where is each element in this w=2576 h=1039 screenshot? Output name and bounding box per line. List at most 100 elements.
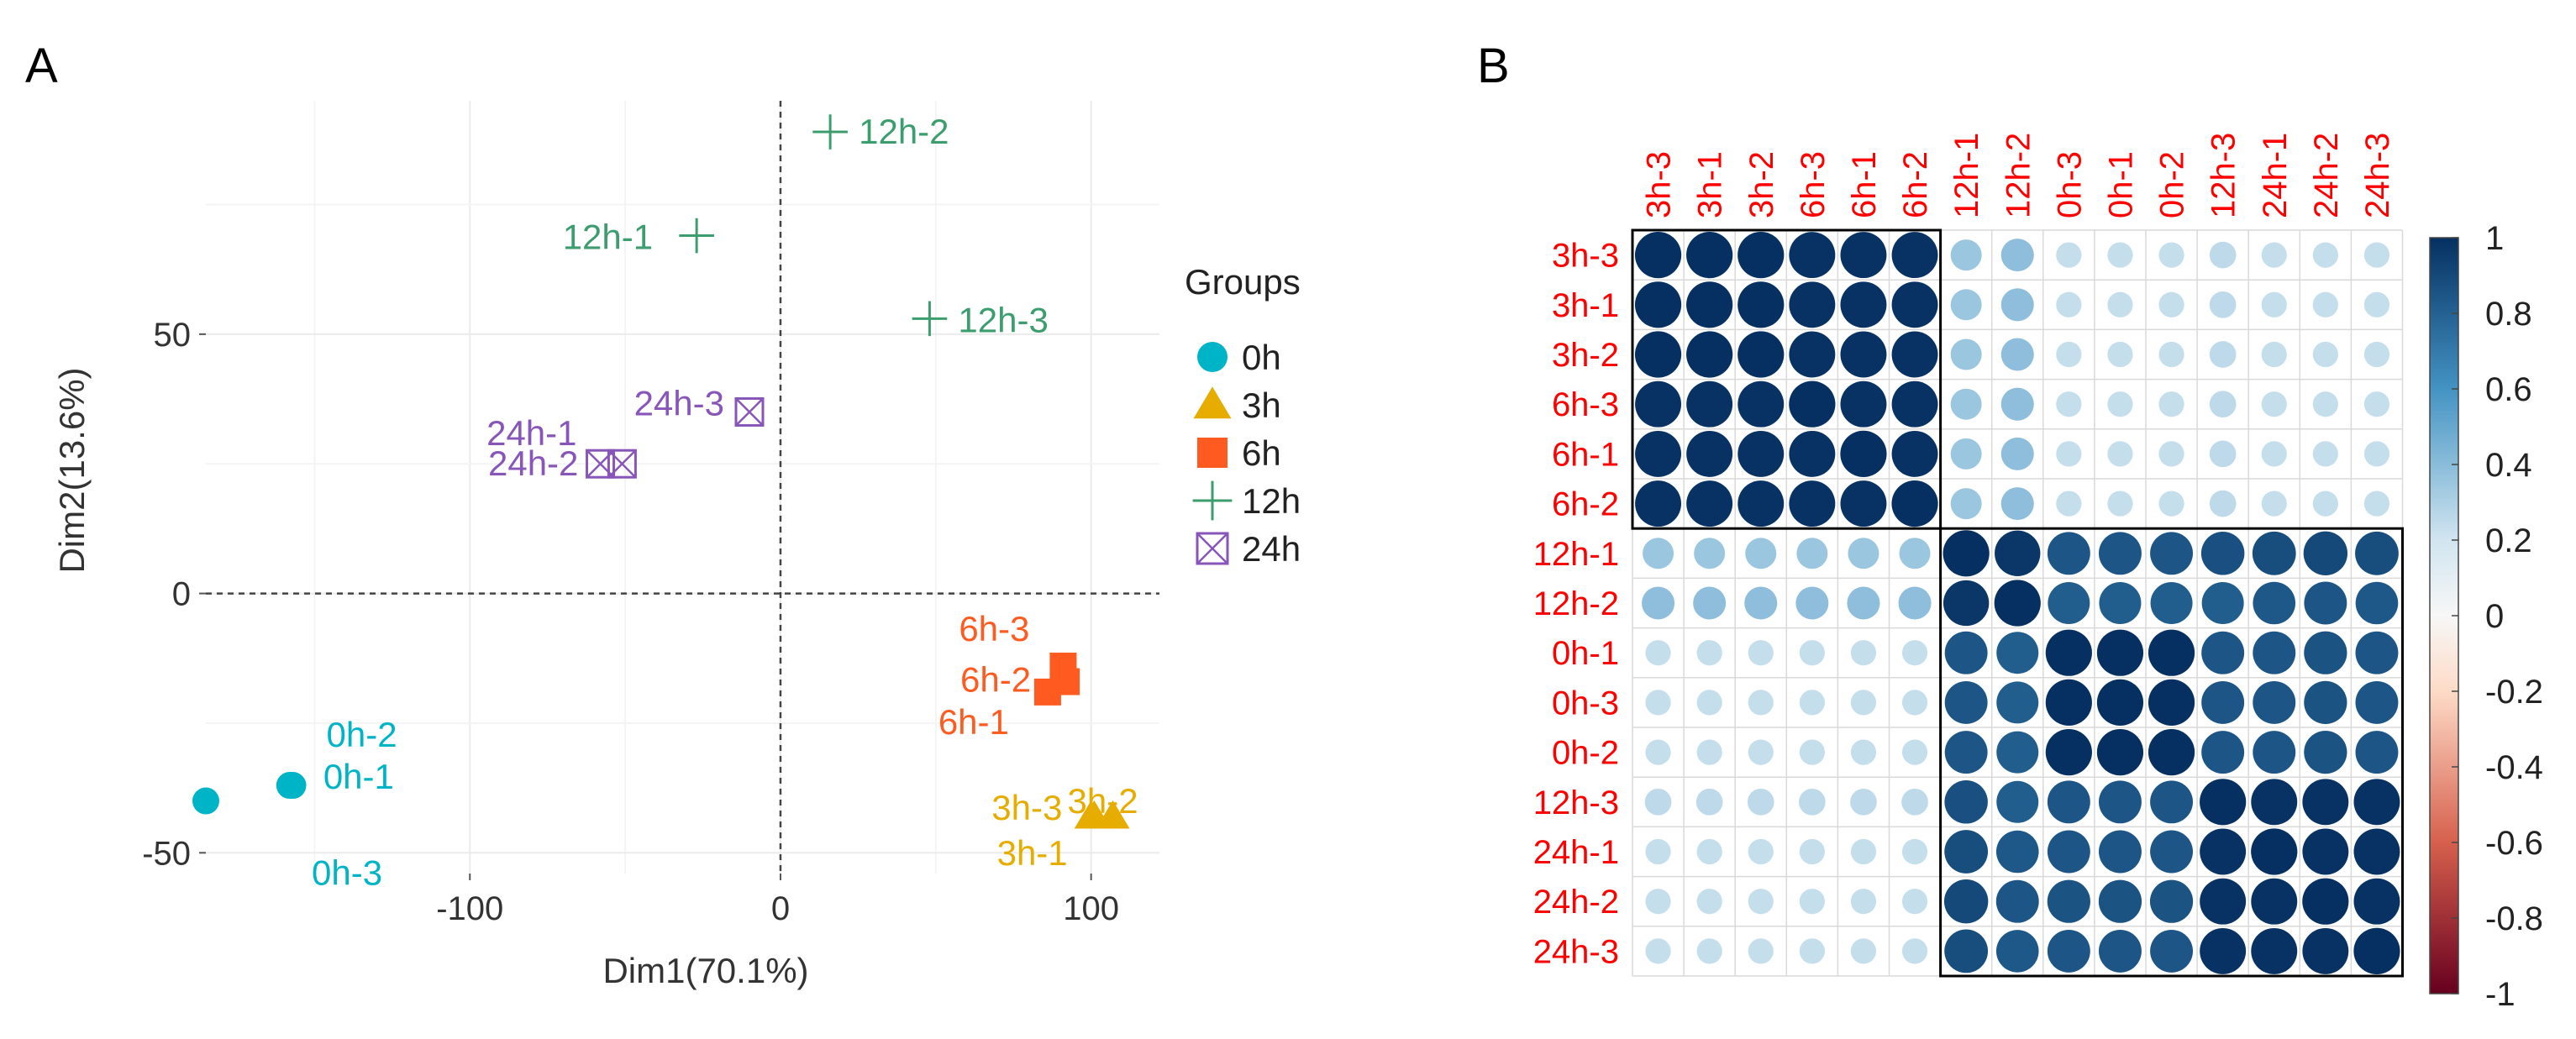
correlation-circle bbox=[2251, 828, 2298, 875]
row-label: 12h-1 bbox=[1533, 536, 1619, 573]
box-cross bbox=[1196, 533, 1228, 564]
correlation-circle bbox=[2047, 532, 2090, 575]
correlation-circle bbox=[1796, 538, 1828, 569]
correlation-circle bbox=[1789, 380, 1836, 428]
correlation-circle bbox=[1901, 739, 1928, 765]
correlation-circle bbox=[2261, 491, 2287, 517]
point-label: 24h-1 bbox=[486, 413, 576, 453]
correlation-circle bbox=[1748, 938, 1774, 964]
correlation-circle bbox=[1737, 331, 1785, 378]
column-label: 0h-2 bbox=[2154, 151, 2191, 218]
correlation-circle bbox=[1996, 731, 2039, 774]
x-tick-label: -100 bbox=[436, 890, 503, 927]
correlation-circle bbox=[2150, 532, 2193, 575]
correlation-circle bbox=[1645, 739, 1671, 765]
row-label: 24h-1 bbox=[1533, 834, 1619, 871]
correlation-circle bbox=[2253, 731, 2296, 774]
correlation-circle bbox=[1695, 788, 1723, 816]
row-label: 6h-1 bbox=[1552, 436, 1619, 473]
correlation-circle bbox=[1748, 640, 1774, 666]
correlation-circle bbox=[1696, 690, 1722, 716]
column-label: 6h-3 bbox=[1795, 151, 1832, 218]
correlation-circle bbox=[2047, 929, 2090, 973]
correlation-circle bbox=[2201, 680, 2245, 724]
row-label: 3h-1 bbox=[1552, 287, 1619, 324]
correlation-circle bbox=[1799, 788, 1826, 816]
column-label: 0h-3 bbox=[2051, 151, 2088, 218]
correlation-circle bbox=[2000, 338, 2034, 371]
correlation-circle bbox=[1642, 586, 1675, 620]
correlation-circle bbox=[1799, 889, 1825, 915]
correlation-circle bbox=[2304, 631, 2347, 674]
correlation-circle bbox=[1898, 586, 1932, 620]
correlation-circle bbox=[2056, 391, 2082, 417]
plus-marker bbox=[912, 301, 948, 337]
correlation-circle bbox=[2355, 531, 2399, 575]
point-labels: 0h-10h-2 0h-3 3h-13h-23h-3 6h-16h-2 6h-3 12h-… bbox=[312, 112, 1138, 893]
correlation-circle bbox=[1944, 680, 1988, 724]
correlation-circle bbox=[1995, 879, 2039, 923]
correlation-circle bbox=[2099, 582, 2142, 624]
triangle-marker bbox=[1077, 800, 1112, 829]
legend-entry-label: 12h bbox=[1242, 481, 1301, 521]
axis-ticks: -100 0 100 -50 0 50 bbox=[142, 317, 1119, 927]
correlation-circle bbox=[2158, 341, 2184, 368]
correlation-circle bbox=[2261, 441, 2287, 467]
correlation-circle bbox=[1645, 838, 1671, 865]
correlation-circle bbox=[1737, 380, 1785, 428]
correlation-circle bbox=[2355, 731, 2399, 774]
correlation-circle bbox=[2149, 879, 2194, 923]
correlation-circle bbox=[1995, 930, 2039, 973]
correlation-circle bbox=[2201, 582, 2244, 624]
correlation-circle bbox=[1944, 631, 1988, 674]
boxx-marker bbox=[734, 396, 765, 427]
point-label: 0h-2 bbox=[327, 715, 397, 754]
correlation-circle bbox=[1693, 586, 1727, 620]
colorbar-tick-label: -0.6 bbox=[2485, 825, 2543, 862]
correlation-circle bbox=[2158, 291, 2184, 317]
boxx-marker bbox=[1196, 532, 1229, 565]
correlation-circle bbox=[1789, 281, 1836, 328]
row-label: 6h-2 bbox=[1552, 486, 1619, 523]
correlation-circle bbox=[2209, 391, 2237, 418]
correlation-circle bbox=[2253, 631, 2296, 674]
point-label: 12h-1 bbox=[563, 218, 653, 257]
correlation-circle bbox=[1943, 580, 1990, 627]
correlation-circle bbox=[2304, 680, 2347, 725]
correlation-circle bbox=[1789, 480, 1836, 527]
correlation-circle bbox=[2201, 631, 2245, 674]
box-cross bbox=[735, 397, 764, 427]
cluster-boxes bbox=[1631, 228, 2405, 978]
point-label: 3h-2 bbox=[1068, 781, 1138, 821]
x-tick-label: 0 bbox=[771, 890, 790, 927]
correlation-circle bbox=[2355, 680, 2399, 724]
column-label: 6h-1 bbox=[1846, 151, 1883, 218]
correlation-circle bbox=[1748, 838, 1774, 865]
circle-marker bbox=[192, 787, 219, 815]
legend: Groups 0h 3h 6h 12h 24h bbox=[1185, 262, 1301, 569]
point-label: 6h-2 bbox=[960, 660, 1031, 700]
correlation-circle bbox=[1848, 538, 1879, 569]
correlation-circle bbox=[1996, 780, 2039, 823]
correlation-circle bbox=[1686, 281, 1733, 328]
row-label: 12h-3 bbox=[1533, 784, 1619, 821]
correlation-circle bbox=[1744, 586, 1778, 620]
row-label: 6h-3 bbox=[1552, 386, 1619, 423]
colorbar-tick-label: -1 bbox=[2485, 976, 2516, 1013]
correlation-circle bbox=[2056, 242, 2082, 268]
correlation-circle bbox=[1996, 681, 2039, 724]
correlation-circle bbox=[2000, 239, 2034, 272]
correlation-circle bbox=[2056, 491, 2082, 517]
correlation-circle bbox=[2304, 731, 2347, 774]
correlation-circle bbox=[1696, 739, 1722, 765]
correlation-circle bbox=[1789, 232, 1836, 279]
correlation-circle bbox=[2099, 780, 2142, 824]
row-label: 24h-2 bbox=[1533, 884, 1619, 921]
column-label: 24h-3 bbox=[2359, 133, 2396, 218]
correlation-circle bbox=[2000, 288, 2034, 322]
column-label: 0h-1 bbox=[2102, 151, 2139, 218]
column-label: 3h-2 bbox=[1743, 151, 1780, 218]
correlation-circle bbox=[2048, 582, 2090, 624]
correlation-circle bbox=[2150, 582, 2193, 624]
correlation-circle bbox=[1748, 690, 1774, 716]
